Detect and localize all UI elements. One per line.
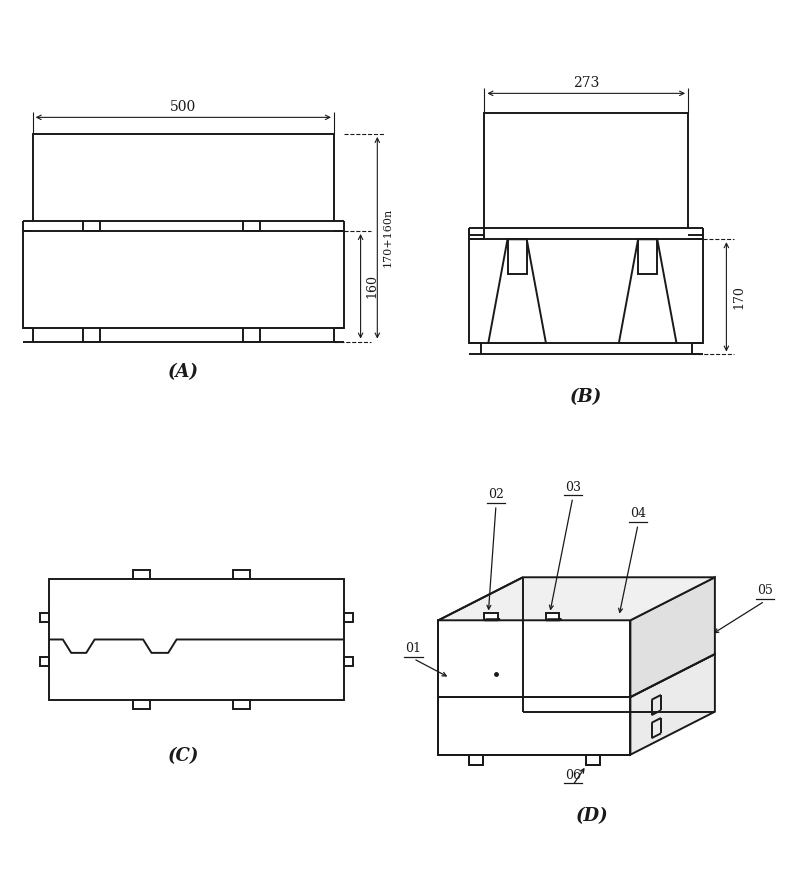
Polygon shape bbox=[630, 654, 715, 755]
Text: (C): (C) bbox=[167, 747, 199, 766]
Polygon shape bbox=[438, 697, 630, 755]
Text: 05: 05 bbox=[757, 584, 773, 597]
Text: 160: 160 bbox=[366, 274, 378, 299]
Text: 01: 01 bbox=[406, 642, 422, 655]
Text: (B): (B) bbox=[570, 388, 602, 406]
Polygon shape bbox=[485, 619, 500, 620]
Polygon shape bbox=[438, 577, 715, 620]
Text: 02: 02 bbox=[488, 488, 504, 501]
Text: 03: 03 bbox=[565, 481, 581, 493]
Text: 500: 500 bbox=[170, 100, 196, 114]
Polygon shape bbox=[546, 619, 562, 620]
Text: 273: 273 bbox=[573, 75, 599, 89]
Polygon shape bbox=[546, 613, 559, 620]
Polygon shape bbox=[586, 755, 600, 766]
Text: 06: 06 bbox=[565, 768, 581, 781]
Polygon shape bbox=[630, 577, 715, 697]
Text: (A): (A) bbox=[168, 363, 198, 380]
Polygon shape bbox=[438, 620, 630, 697]
Text: 170: 170 bbox=[732, 285, 745, 309]
Polygon shape bbox=[485, 613, 498, 620]
Text: 170+160n: 170+160n bbox=[382, 208, 392, 267]
Polygon shape bbox=[469, 755, 482, 766]
Text: (D): (D) bbox=[576, 807, 608, 825]
Text: 04: 04 bbox=[630, 507, 646, 520]
